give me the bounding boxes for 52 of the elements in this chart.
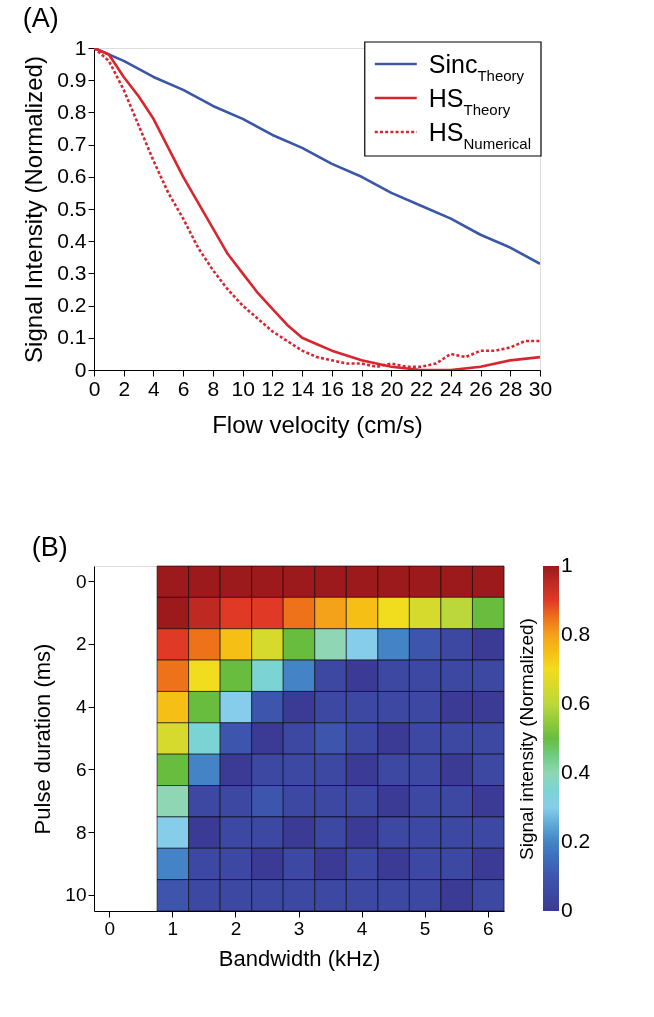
color-bar-label: 0.4 (561, 760, 591, 783)
x-tick-label: 6 (177, 376, 190, 400)
y-tick-label: 0.6 (57, 164, 87, 188)
color-bar-label: 1 (561, 553, 573, 576)
x-tick-label: 1 (167, 917, 179, 939)
color-bar-label: 0 (561, 898, 573, 921)
x-tick-label: 28 (499, 376, 523, 400)
color-bar-title: Signal intensity (Normalized) (516, 618, 537, 860)
x-tick-label: 14 (290, 376, 315, 400)
x-tick-label: 24 (439, 376, 464, 400)
y-axis-title: Pulse duration (ms) (30, 643, 56, 835)
y-tick-label: 0.2 (57, 293, 87, 317)
color-bar-label: 0.6 (561, 691, 591, 714)
x-tick-label: 18 (350, 376, 374, 400)
y-tick-label: 10 (65, 884, 87, 906)
x-axis-title: Bandwidth (kHz) (218, 945, 381, 971)
x-tick-label: 8 (207, 376, 220, 400)
y-tick-label: 1 (74, 35, 87, 59)
x-tick-label: 3 (293, 917, 305, 939)
x-tick-label: 12 (261, 376, 285, 400)
y-axis-title: Signal Intensity (Normalized) (20, 56, 48, 363)
y-tick-label: 2 (75, 633, 87, 655)
y-tick-label: 4 (75, 696, 87, 718)
y-tick-label: 0 (74, 357, 87, 381)
x-tick-label: 22 (409, 376, 434, 400)
x-tick-label: 2 (230, 917, 242, 939)
x-tick-label: 20 (380, 376, 404, 400)
y-tick-label: 8 (75, 821, 87, 843)
y-tick-label: 0.4 (57, 228, 87, 252)
chart-title: (B) (31, 531, 68, 562)
y-tick-label: 0.5 (57, 196, 87, 220)
x-tick-label: 26 (469, 376, 493, 400)
color-bar-label: 0.2 (561, 829, 591, 852)
x-tick-label: 2 (118, 376, 131, 400)
x-tick-label: 4 (356, 917, 368, 939)
y-tick-label: 6 (75, 758, 87, 780)
x-tick-label: 16 (320, 376, 345, 400)
y-tick-label: 0 (75, 570, 87, 592)
y-tick-label: 0.9 (57, 67, 87, 91)
x-axis-title: Flow velocity (cm/s) (212, 410, 423, 438)
x-tick-label: 0 (104, 917, 116, 939)
y-tick-label: 0.1 (57, 325, 87, 349)
x-tick-label: 4 (148, 376, 161, 400)
x-tick-label: 10 (231, 376, 255, 400)
chart-title: (A) (22, 3, 59, 33)
x-tick-label: 30 (528, 376, 553, 400)
color-bar-label: 0.8 (561, 622, 591, 645)
y-tick-label: 0.7 (57, 132, 87, 156)
x-tick-label: 5 (419, 917, 431, 939)
y-tick-label: 0.8 (57, 99, 87, 123)
y-tick-label: 0.3 (57, 260, 87, 284)
x-tick-label: 6 (482, 917, 494, 939)
